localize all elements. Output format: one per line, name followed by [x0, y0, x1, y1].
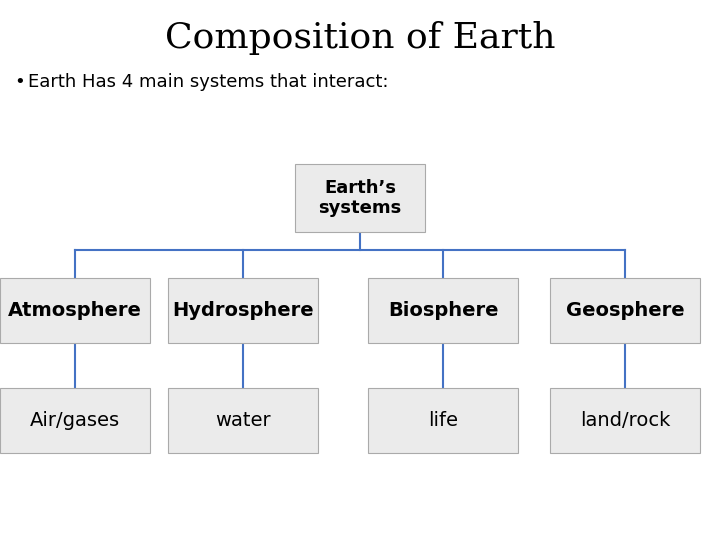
Text: land/rock: land/rock	[580, 410, 670, 429]
Text: Hydrosphere: Hydrosphere	[172, 300, 314, 320]
FancyBboxPatch shape	[368, 388, 518, 453]
Text: Biosphere: Biosphere	[388, 300, 498, 320]
Text: life: life	[428, 410, 458, 429]
Text: •: •	[14, 73, 24, 91]
FancyBboxPatch shape	[0, 278, 150, 342]
Text: Geosphere: Geosphere	[566, 300, 684, 320]
Text: Atmosphere: Atmosphere	[8, 300, 142, 320]
Text: Earth Has 4 main systems that interact:: Earth Has 4 main systems that interact:	[28, 73, 389, 91]
Text: Earth’s
systems: Earth’s systems	[318, 179, 402, 218]
FancyBboxPatch shape	[368, 278, 518, 342]
Text: Air/gases: Air/gases	[30, 410, 120, 429]
FancyBboxPatch shape	[550, 388, 700, 453]
FancyBboxPatch shape	[168, 388, 318, 453]
FancyBboxPatch shape	[168, 278, 318, 342]
FancyBboxPatch shape	[295, 164, 425, 232]
Text: water: water	[215, 410, 271, 429]
FancyBboxPatch shape	[550, 278, 700, 342]
FancyBboxPatch shape	[0, 388, 150, 453]
Text: Composition of Earth: Composition of Earth	[165, 21, 555, 55]
